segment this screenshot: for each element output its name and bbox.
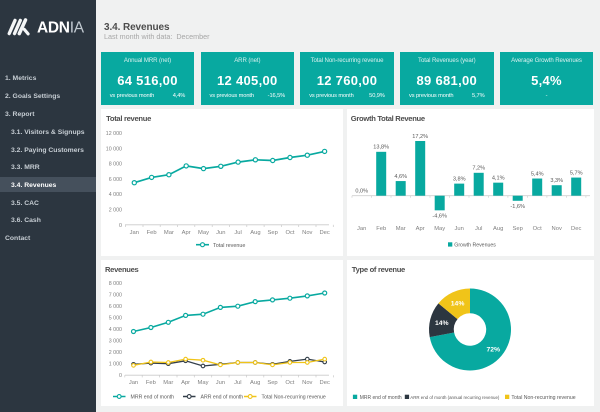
svg-text:ARR end of month: ARR end of month — [200, 394, 243, 400]
svg-text:4,6%: 4,6% — [394, 174, 407, 180]
svg-text:Jan: Jan — [129, 380, 138, 386]
svg-text:Total Non-recurring revenue: Total Non-recurring revenue — [511, 395, 575, 401]
svg-text:12 000: 12 000 — [105, 131, 121, 137]
svg-text:2 000: 2 000 — [108, 350, 121, 356]
svg-text:Aug: Aug — [250, 230, 260, 236]
svg-text:Growth Revenues: Growth Revenues — [454, 243, 496, 249]
svg-text:13,8%: 13,8% — [373, 145, 389, 151]
svg-text:Mar: Mar — [164, 230, 174, 236]
svg-text:3,8%: 3,8% — [453, 176, 466, 182]
svg-text:6 000: 6 000 — [108, 304, 121, 310]
svg-text:Jun: Jun — [215, 380, 224, 386]
svg-text:4 000: 4 000 — [108, 327, 121, 333]
svg-text:Feb: Feb — [376, 226, 386, 232]
svg-text:Oct: Oct — [285, 230, 294, 236]
svg-text:5 000: 5 000 — [108, 315, 121, 321]
svg-text:Nov: Nov — [552, 226, 562, 232]
svg-text:8 000: 8 000 — [108, 281, 121, 287]
svg-text:May: May — [197, 380, 208, 386]
svg-text:Mar: Mar — [163, 380, 173, 386]
svg-text:Sep: Sep — [267, 380, 277, 386]
svg-text:Feb: Feb — [146, 230, 156, 236]
svg-text:May: May — [198, 230, 209, 236]
svg-text:MRR end of month: MRR end of month — [360, 395, 402, 401]
svg-text:0,0%: 0,0% — [355, 189, 368, 195]
svg-text:Jan: Jan — [357, 226, 366, 232]
svg-text:4,1%: 4,1% — [492, 176, 505, 182]
svg-text:-4,6%: -4,6% — [432, 213, 447, 219]
svg-text:2 000: 2 000 — [108, 208, 121, 214]
svg-text:Aug: Aug — [493, 226, 503, 232]
svg-text:14%: 14% — [435, 320, 449, 327]
svg-text:17,2%: 17,2% — [412, 134, 428, 140]
svg-text:-1,6%: -1,6% — [510, 204, 525, 210]
svg-text:ADNIA: ADNIA — [37, 19, 85, 36]
svg-text:72%: 72% — [486, 346, 500, 353]
svg-text:7,2%: 7,2% — [472, 166, 485, 172]
svg-text:6 000: 6 000 — [108, 177, 121, 183]
svg-text:May: May — [434, 226, 445, 232]
svg-text:10 000: 10 000 — [105, 146, 121, 152]
svg-text:Jul: Jul — [234, 380, 241, 386]
svg-text:3 000: 3 000 — [108, 338, 121, 344]
svg-text:Nov: Nov — [302, 230, 312, 236]
svg-text:5,4%: 5,4% — [531, 171, 544, 177]
svg-text:1 000: 1 000 — [108, 361, 121, 367]
svg-text:4 000: 4 000 — [108, 192, 121, 198]
svg-text:Aug: Aug — [250, 380, 260, 386]
svg-text:Mar: Mar — [396, 226, 406, 232]
svg-text:Jul: Jul — [234, 230, 241, 236]
svg-text:Sep: Sep — [267, 230, 277, 236]
svg-text:Total Non-recurring revenue: Total Non-recurring revenue — [261, 394, 325, 400]
svg-text:Nov: Nov — [302, 380, 312, 386]
svg-text:Apr: Apr — [416, 226, 425, 232]
svg-text:Sep: Sep — [513, 226, 523, 232]
svg-text:Oct: Oct — [533, 226, 542, 232]
svg-text:0: 0 — [119, 223, 122, 229]
svg-text:Jul: Jul — [475, 226, 482, 232]
svg-text:Jun: Jun — [216, 230, 225, 236]
svg-text:Total revenue: Total revenue — [213, 243, 245, 249]
svg-text:Dec: Dec — [571, 226, 581, 232]
svg-text:7 000: 7 000 — [108, 292, 121, 298]
svg-text:Feb: Feb — [146, 380, 156, 386]
svg-text:MRR end of month: MRR end of month — [130, 394, 174, 400]
svg-text:ARR end of month (annual recur: ARR end of month (annual recurring reven… — [410, 395, 500, 400]
svg-text:5,7%: 5,7% — [570, 170, 583, 176]
svg-text:Apr: Apr — [181, 230, 190, 236]
svg-text:Apr: Apr — [181, 380, 190, 386]
svg-text:Jun: Jun — [455, 226, 464, 232]
svg-text:8 000: 8 000 — [108, 162, 121, 168]
svg-text:0: 0 — [119, 373, 122, 379]
svg-text:14%: 14% — [451, 300, 465, 307]
svg-text:Dec: Dec — [319, 230, 329, 236]
svg-text:Oct: Oct — [285, 380, 294, 386]
svg-text:3,3%: 3,3% — [550, 178, 563, 184]
svg-text:Dec: Dec — [319, 380, 329, 386]
svg-text:Jan: Jan — [129, 230, 138, 236]
